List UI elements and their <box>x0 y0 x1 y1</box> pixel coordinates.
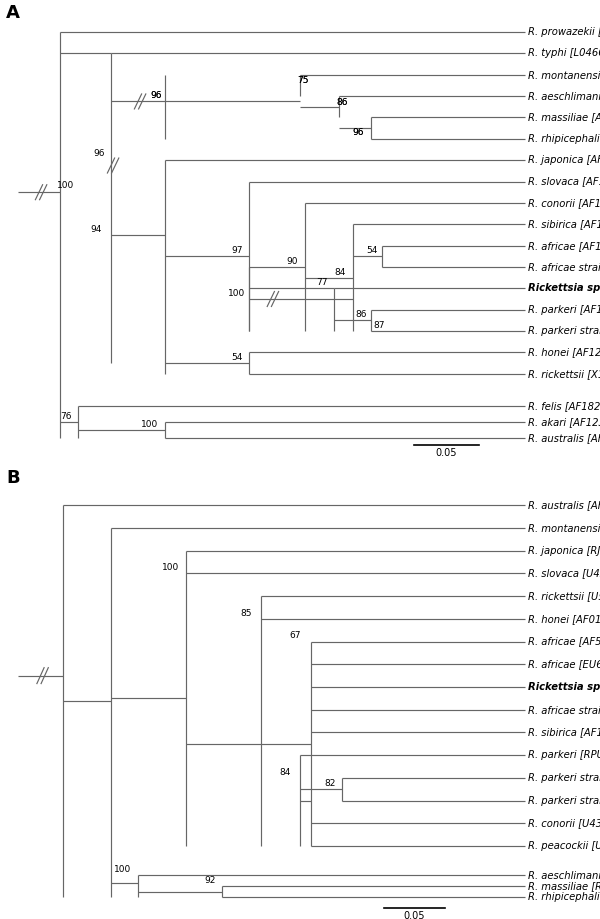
Text: R. parkeri strain Cooperi [AY362706]: R. parkeri strain Cooperi [AY362706] <box>528 773 600 783</box>
Text: R. aeschlimannii [AF123705]: R. aeschlimannii [AF123705] <box>528 91 600 101</box>
Text: R. africae [AF123706]: R. africae [AF123706] <box>528 241 600 251</box>
Text: R. massiliae [RMU43793]: R. massiliae [RMU43793] <box>528 881 600 891</box>
Text: 90: 90 <box>287 257 298 266</box>
Text: 86: 86 <box>356 311 367 319</box>
Text: 67: 67 <box>290 631 301 641</box>
Text: 100: 100 <box>141 420 158 429</box>
Text: 86: 86 <box>336 97 347 107</box>
Text: 96: 96 <box>150 91 161 100</box>
Text: 85: 85 <box>240 608 251 618</box>
Text: R. slovaca [AF123723]: R. slovaca [AF123723] <box>528 176 600 187</box>
Text: 97: 97 <box>231 246 242 255</box>
Text: 84: 84 <box>279 768 290 777</box>
Text: R. africae [EU622980]: R. africae [EU622980] <box>528 659 600 669</box>
Text: 96: 96 <box>150 91 161 100</box>
Text: R. sibirica [AF179365]: R. sibirica [AF179365] <box>528 728 600 737</box>
Text: R. parkeri strain NOD [EU567179]: R. parkeri strain NOD [EU567179] <box>528 326 600 336</box>
Text: 54: 54 <box>231 353 242 362</box>
Text: Rickettsia sp. Atlantic rainforest: Rickettsia sp. Atlantic rainforest <box>528 283 600 293</box>
Text: 84: 84 <box>335 267 346 277</box>
Text: 82: 82 <box>324 779 335 789</box>
Text: R. sibirica [AF123722]: R. sibirica [AF123722] <box>528 220 600 229</box>
Text: R. rhipicephali [RRU43803]: R. rhipicephali [RRU43803] <box>528 892 600 902</box>
Text: R. africae strain S [RSU43805]: R. africae strain S [RSU43805] <box>528 705 600 715</box>
Text: R. honei [AF123711]: R. honei [AF123711] <box>528 347 600 357</box>
Text: R. montanensis [RMU55823]: R. montanensis [RMU55823] <box>528 523 600 533</box>
Text: R. rickettsii [U55822]: R. rickettsii [U55822] <box>528 591 600 601</box>
Text: A: A <box>6 5 20 22</box>
Text: R. japonica [RJU43795]: R. japonica [RJU43795] <box>528 546 600 555</box>
Text: 77: 77 <box>316 278 328 288</box>
Text: 96: 96 <box>353 128 364 137</box>
Text: B: B <box>6 469 20 487</box>
Text: 76: 76 <box>60 412 71 421</box>
Text: R. australis [AF149108]: R. australis [AF149108] <box>528 500 600 510</box>
Text: 100: 100 <box>57 181 74 190</box>
Text: R. japonica [AF123713]: R. japonica [AF123713] <box>528 155 600 165</box>
Text: R. parkeri [RPU43802]: R. parkeri [RPU43802] <box>528 750 600 760</box>
Text: R. honei [AF018075]: R. honei [AF018075] <box>528 614 600 624</box>
Text: R. parkeri [AF123717]: R. parkeri [AF123717] <box>528 305 600 314</box>
Text: R. aeschlimannii [DQ235777]: R. aeschlimannii [DQ235777] <box>528 869 600 879</box>
Text: R. rhipicephali [AF123719]: R. rhipicephali [AF123719] <box>528 134 600 143</box>
Text: R. massiliae [AF123714]: R. massiliae [AF123714] <box>528 112 600 122</box>
Text: R. rickettsii [X16353]: R. rickettsii [X16353] <box>528 369 600 379</box>
Text: 94: 94 <box>90 225 101 233</box>
Text: 86: 86 <box>336 97 347 107</box>
Text: 92: 92 <box>204 876 215 885</box>
Text: Rickettsia sp. Atlantic rainforest: Rickettsia sp. Atlantic rainforest <box>528 682 600 692</box>
Text: R. africae [AF548338]: R. africae [AF548338] <box>528 637 600 646</box>
Text: R. conorii [U43794]: R. conorii [U43794] <box>528 819 600 828</box>
Text: R. slovaca [U43808]: R. slovaca [U43808] <box>528 568 600 578</box>
Text: R. peacockii [U55821]: R. peacockii [U55821] <box>528 841 600 851</box>
Text: 100: 100 <box>114 865 131 873</box>
Text: R. africae strain S [AF123720]: R. africae strain S [AF123720] <box>528 262 600 272</box>
Text: R. prowazekii [AF161079]: R. prowazekii [AF161079] <box>528 27 600 37</box>
Text: R. conorii [AF123726 ]: R. conorii [AF123726 ] <box>528 198 600 208</box>
Text: 75: 75 <box>297 76 308 85</box>
Text: 100: 100 <box>228 289 245 298</box>
Text: 54: 54 <box>367 246 378 255</box>
Text: 0.05: 0.05 <box>404 911 425 919</box>
Text: 96: 96 <box>353 128 364 137</box>
Text: R. akari [AF123707 ]: R. akari [AF123707 ] <box>528 417 600 426</box>
Text: R. australis [AF123709]: R. australis [AF123709] <box>528 433 600 443</box>
Text: 100: 100 <box>162 563 179 573</box>
Text: R. montanensis [AF123716]: R. montanensis [AF123716] <box>528 70 600 80</box>
Text: R. parkeri strain NOD [EU567180]: R. parkeri strain NOD [EU567180] <box>528 796 600 806</box>
Text: R. typhi [L04661]: R. typhi [L04661] <box>528 49 600 59</box>
Text: 75: 75 <box>297 76 308 85</box>
Text: 96: 96 <box>93 149 104 158</box>
Text: R. felis [AF182279]: R. felis [AF182279] <box>528 401 600 411</box>
Text: 0.05: 0.05 <box>436 448 457 459</box>
Text: 87: 87 <box>374 321 385 330</box>
